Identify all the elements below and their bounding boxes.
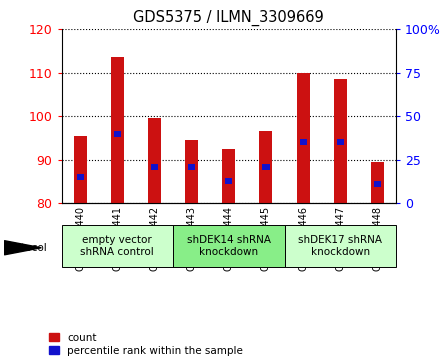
Bar (300, 139, 307, 145)
Bar (77, 174, 84, 180)
Polygon shape (4, 241, 41, 255)
Bar (185, 140, 198, 203)
Bar (148, 118, 161, 203)
FancyBboxPatch shape (285, 225, 396, 267)
Bar (225, 178, 232, 184)
Bar (334, 79, 347, 203)
Bar (222, 149, 235, 203)
Title: GDS5375 / ILMN_3309669: GDS5375 / ILMN_3309669 (133, 10, 324, 26)
Bar (337, 139, 344, 145)
FancyBboxPatch shape (62, 225, 173, 267)
Text: protocol: protocol (4, 243, 47, 253)
Bar (73, 136, 87, 203)
Bar (262, 164, 270, 170)
Bar (297, 73, 310, 203)
Bar (114, 131, 121, 136)
Bar (260, 131, 272, 203)
Text: empty vector
shRNA control: empty vector shRNA control (81, 235, 154, 257)
FancyBboxPatch shape (173, 225, 285, 267)
Bar (374, 181, 381, 187)
Bar (111, 57, 124, 203)
Bar (188, 164, 195, 170)
Bar (151, 164, 158, 170)
Bar (371, 162, 384, 203)
Legend: count, percentile rank within the sample: count, percentile rank within the sample (49, 333, 243, 356)
Text: shDEK14 shRNA
knockdown: shDEK14 shRNA knockdown (187, 235, 271, 257)
Text: shDEK17 shRNA
knockdown: shDEK17 shRNA knockdown (298, 235, 382, 257)
